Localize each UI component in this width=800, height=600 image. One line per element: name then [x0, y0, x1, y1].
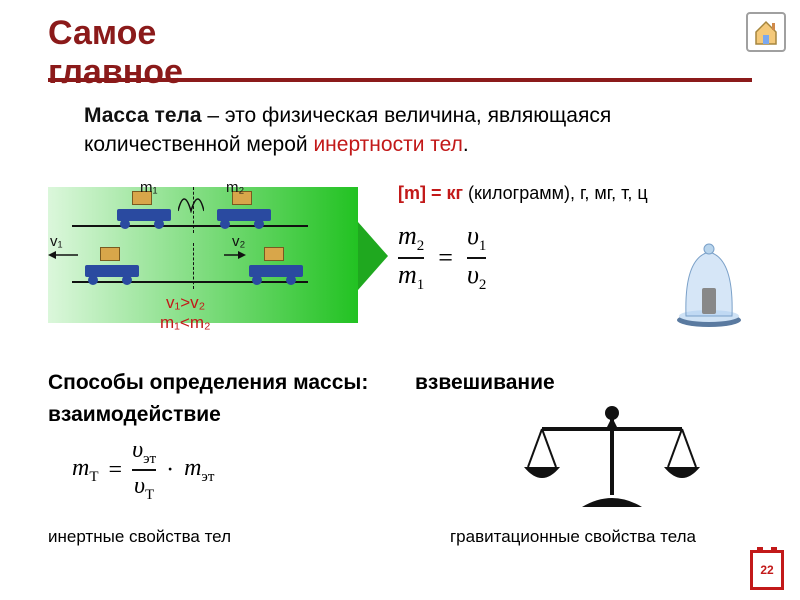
label-cond2: m₁<m₂ — [160, 313, 211, 333]
definition-text: Масса тела – это физическая величина, яв… — [48, 102, 752, 159]
carts-diagram: m₁ m₂ v₁ v₂ v₁>v₂ m₁<m₂ — [48, 173, 388, 343]
label-v2: v₂ — [232, 233, 245, 250]
title-line1: Самое — [48, 14, 156, 52]
page-number: 22 — [760, 563, 773, 577]
label-cond1: v₁>v₂ — [166, 293, 205, 313]
definition-dot: . — [463, 133, 469, 156]
units-line: [m] = кг (килограмм), г, мг, т, ц — [398, 183, 752, 204]
weighing-label: взвешивание — [415, 371, 555, 394]
interaction-label: взаимодействие — [48, 403, 348, 427]
title-line2: главное — [48, 53, 183, 91]
units-symbol: [m] = кг — [398, 183, 463, 203]
definition-term: Масса тела — [84, 104, 202, 127]
interaction-formula: mT = υэт υT · mэт — [72, 437, 348, 504]
inert-properties: инертные свойства тел — [48, 527, 231, 547]
ratio-formula: m2 m1 = υ1 υ2 — [398, 222, 486, 293]
scales-icon — [522, 403, 702, 513]
belljar-icon — [674, 238, 744, 328]
properties-row: инертные свойства тел гравитационные сво… — [48, 527, 752, 547]
home-icon — [752, 18, 780, 46]
definition-inertia: инертности тел — [313, 133, 462, 156]
units-list: (килограмм), г, мг, т, ц — [463, 183, 648, 203]
home-button[interactable] — [746, 12, 786, 52]
scales-column — [472, 403, 752, 513]
methods-row: Способы определения массы: взвешивание — [48, 371, 752, 395]
title-block: Самое главное — [48, 14, 752, 82]
grav-properties: гравитационные свойства тела — [450, 527, 696, 547]
interaction-column: взаимодействие mT = υэт υT · mэт — [48, 403, 348, 504]
methods-label: Способы определения массы: — [48, 371, 368, 394]
label-m2: m₂ — [226, 179, 244, 196]
label-m1: m₁ — [140, 179, 158, 196]
label-v1: v₁ — [50, 233, 63, 250]
page-number-badge: 22 — [750, 550, 784, 590]
